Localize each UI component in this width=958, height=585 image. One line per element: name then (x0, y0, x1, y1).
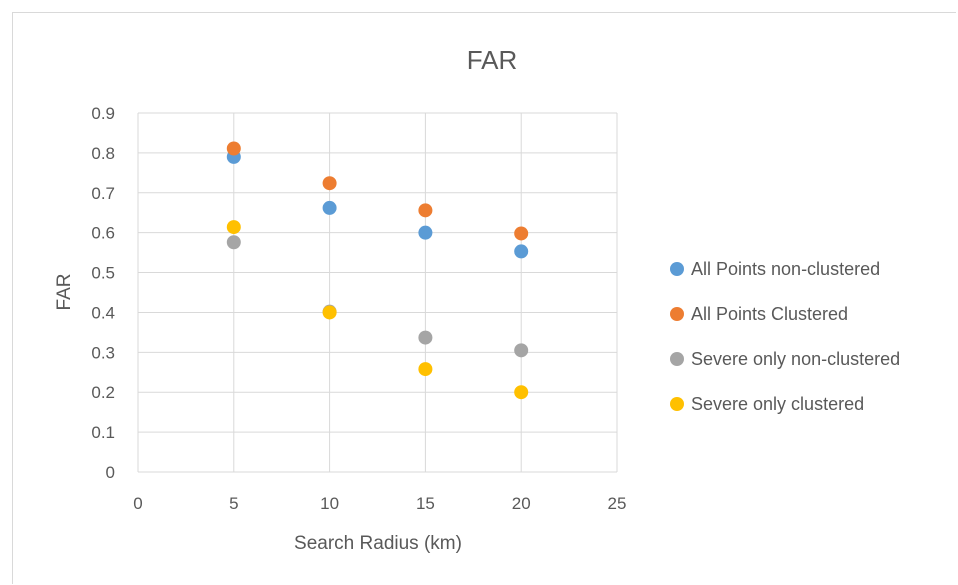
data-point-2-2 (322, 176, 337, 191)
data-point-4-2 (322, 305, 337, 320)
y-tick-label: 0.6 (91, 224, 115, 243)
data-point-2-4 (514, 226, 529, 241)
legend-label: All Points non-clustered (691, 259, 880, 279)
legend-marker (670, 307, 684, 321)
y-tick-labels: 0 0.1 0.2 0.3 0.4 0.5 0.6 0.7 0.8 0.9 (91, 104, 115, 482)
chart-frame (12, 12, 956, 584)
data-point-1-3 (418, 225, 433, 240)
y-tick-label: 0.4 (91, 303, 115, 322)
x-tick-label: 10 (320, 494, 339, 513)
y-tick-label: 0.7 (91, 184, 115, 203)
legend-label: Severe only clustered (691, 394, 864, 414)
legend-marker (670, 397, 684, 411)
y-tick-label: 0.1 (91, 423, 115, 442)
y-tick-label: 0.2 (91, 383, 115, 402)
y-tick-label: 0.8 (91, 144, 115, 163)
legend-label: Severe only non-clustered (691, 349, 900, 369)
x-axis-title: Search Radius (km) (294, 533, 462, 554)
y-tick-label: 0.3 (91, 343, 115, 362)
y-axis-title: FAR (54, 274, 75, 311)
data-point-4-3 (418, 362, 433, 377)
data-point-1-2 (322, 200, 337, 215)
legend-marker (670, 352, 684, 366)
data-points (226, 141, 529, 400)
x-tick-labels: 0 5 10 15 20 25 (133, 494, 626, 513)
x-tick-label: 25 (608, 494, 627, 513)
data-point-1-4 (514, 244, 529, 259)
legend-marker (670, 262, 684, 276)
data-point-2-3 (418, 203, 433, 218)
x-tick-label: 20 (512, 494, 531, 513)
x-tick-label: 0 (133, 494, 142, 513)
data-point-3-3 (418, 330, 433, 345)
data-point-2-1 (226, 141, 241, 156)
x-tick-label: 5 (229, 494, 238, 513)
data-point-3-1 (226, 235, 241, 250)
legend: All Points non-clustered All Points Clust… (670, 259, 900, 414)
y-tick-label: 0.5 (91, 264, 115, 283)
y-tick-label: 0 (106, 463, 115, 482)
y-tick-label: 0.9 (91, 104, 115, 123)
legend-label: All Points Clustered (691, 304, 848, 324)
data-point-4-4 (514, 385, 529, 400)
chart-title: FAR (467, 45, 518, 75)
x-tick-label: 15 (416, 494, 435, 513)
data-point-3-4 (514, 343, 529, 358)
data-point-4-1 (226, 220, 241, 235)
grid-lines (137, 112, 618, 473)
